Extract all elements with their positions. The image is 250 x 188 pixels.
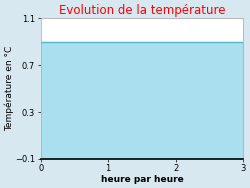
Title: Evolution de la température: Evolution de la température [59,4,225,17]
X-axis label: heure par heure: heure par heure [100,175,183,184]
Y-axis label: Température en °C: Température en °C [4,46,14,131]
